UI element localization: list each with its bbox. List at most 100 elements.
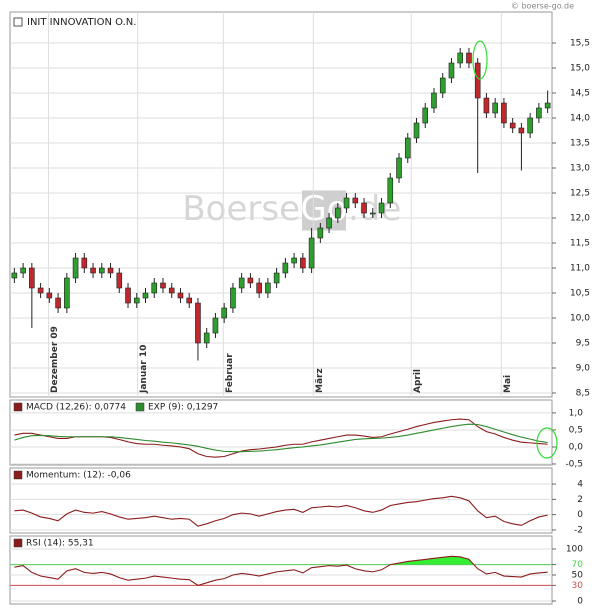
candle-body [387, 177, 394, 204]
y-tick-label: 15,0 [570, 64, 590, 74]
candle-body [72, 257, 79, 279]
candle-body [247, 277, 254, 284]
candle-body [142, 292, 149, 299]
candle-body [361, 202, 367, 214]
y-tick-label: -2 [574, 525, 583, 535]
candle-body [203, 332, 210, 344]
candle-body [55, 297, 61, 309]
y-tick-label: 8,5 [576, 389, 590, 399]
candle-body [527, 117, 533, 134]
candle-body [64, 277, 70, 309]
x-tick-label: Mai [503, 375, 513, 393]
candle-body [282, 262, 289, 274]
panel-frame [9, 399, 553, 466]
candle-body [133, 297, 140, 304]
y-tick-label: 11,0 [570, 264, 590, 274]
y-tick-label: 12,5 [570, 189, 590, 199]
chart-title: INIT INNOVATION O.N. [27, 17, 136, 28]
candle-body [90, 267, 96, 274]
x-tick-label: März [315, 368, 325, 393]
y-tick-label: 12,0 [570, 214, 590, 224]
candle-body [11, 272, 18, 279]
candle-body [474, 62, 481, 99]
x-tick-label: Dezember 09 [50, 326, 60, 393]
y-tick-label: 10,0 [570, 314, 590, 324]
legend-swatch [13, 538, 23, 548]
candle-body [448, 62, 455, 79]
legend-label: MACD (12,26): 0,0774 [26, 403, 126, 413]
candle-body [492, 102, 498, 114]
candle-body [317, 227, 324, 239]
candle-body [431, 92, 437, 109]
candle-body [308, 237, 315, 269]
candle-body [404, 137, 411, 159]
candle-body [195, 302, 201, 344]
copyright: © boerse-go.de [511, 2, 574, 11]
y-tick-label: 14,0 [570, 114, 590, 124]
y-tick-label: 13,0 [570, 164, 590, 174]
x-tick-label: April [413, 369, 423, 393]
y-tick-label: 2 [577, 495, 583, 505]
y-tick-label: 0 [577, 510, 583, 520]
y-tick-label: 50 [572, 570, 584, 580]
series-line [14, 423, 548, 453]
y-tick-label: 70 [572, 560, 584, 570]
y-tick-label: 11,5 [570, 239, 590, 249]
candle-body [501, 102, 507, 124]
y-tick-label: 15,5 [570, 39, 590, 49]
overbought-fill [14, 556, 548, 565]
y-tick-label: 9,5 [576, 339, 590, 349]
candle-body [81, 257, 88, 269]
y-tick-label: 4 [577, 480, 583, 490]
candle-body [536, 107, 542, 119]
candle-body [300, 257, 306, 269]
panel-frame [9, 11, 553, 398]
candle-body [457, 52, 464, 64]
candle-body [265, 282, 271, 294]
y-tick-label: 100 [566, 544, 583, 554]
candle-body [186, 297, 193, 304]
x-tick-label: Februar [225, 353, 235, 393]
candle-body [335, 207, 341, 219]
annotation-circle [472, 40, 488, 80]
candle-body [544, 102, 551, 109]
candle-body [20, 267, 26, 274]
y-tick-label: 0,0 [569, 442, 584, 452]
candle-body [125, 287, 131, 304]
series-line [14, 495, 548, 527]
candle-body [378, 202, 385, 214]
legend-swatch [13, 470, 23, 480]
candle-body [483, 97, 490, 114]
watermark: .de [348, 189, 401, 229]
y-tick-label: 9,0 [576, 364, 591, 374]
legend-label: EXP (9): 0,1297 [148, 403, 218, 413]
candle-body [177, 292, 184, 299]
candle-body [273, 272, 280, 284]
candle-body [518, 127, 525, 134]
legend-swatch [135, 402, 145, 412]
legend-label: Momentum: (12): -0,06 [26, 471, 131, 481]
panel-frame [9, 535, 553, 605]
y-tick-label: 10,5 [570, 289, 590, 299]
series-line [14, 555, 548, 586]
legend-swatch [13, 402, 23, 412]
candle-body [256, 282, 262, 294]
candle-body [107, 267, 114, 274]
candle-body [98, 267, 105, 274]
y-tick-label: 14,5 [570, 89, 590, 99]
y-tick-label: 30 [572, 581, 584, 591]
y-tick-label: 0 [577, 596, 583, 606]
candle-body [221, 307, 227, 319]
candle-body [326, 217, 332, 229]
legend-label: RSI (14): 55,31 [26, 539, 94, 549]
candle-body [46, 292, 53, 299]
candle-body [413, 122, 420, 139]
candle-body [116, 272, 123, 289]
candle-body [509, 122, 516, 129]
candle-body [151, 282, 158, 294]
candle-body [160, 282, 166, 289]
candle-body [352, 197, 359, 204]
candle-body [343, 197, 350, 209]
panel-frame [9, 467, 553, 534]
